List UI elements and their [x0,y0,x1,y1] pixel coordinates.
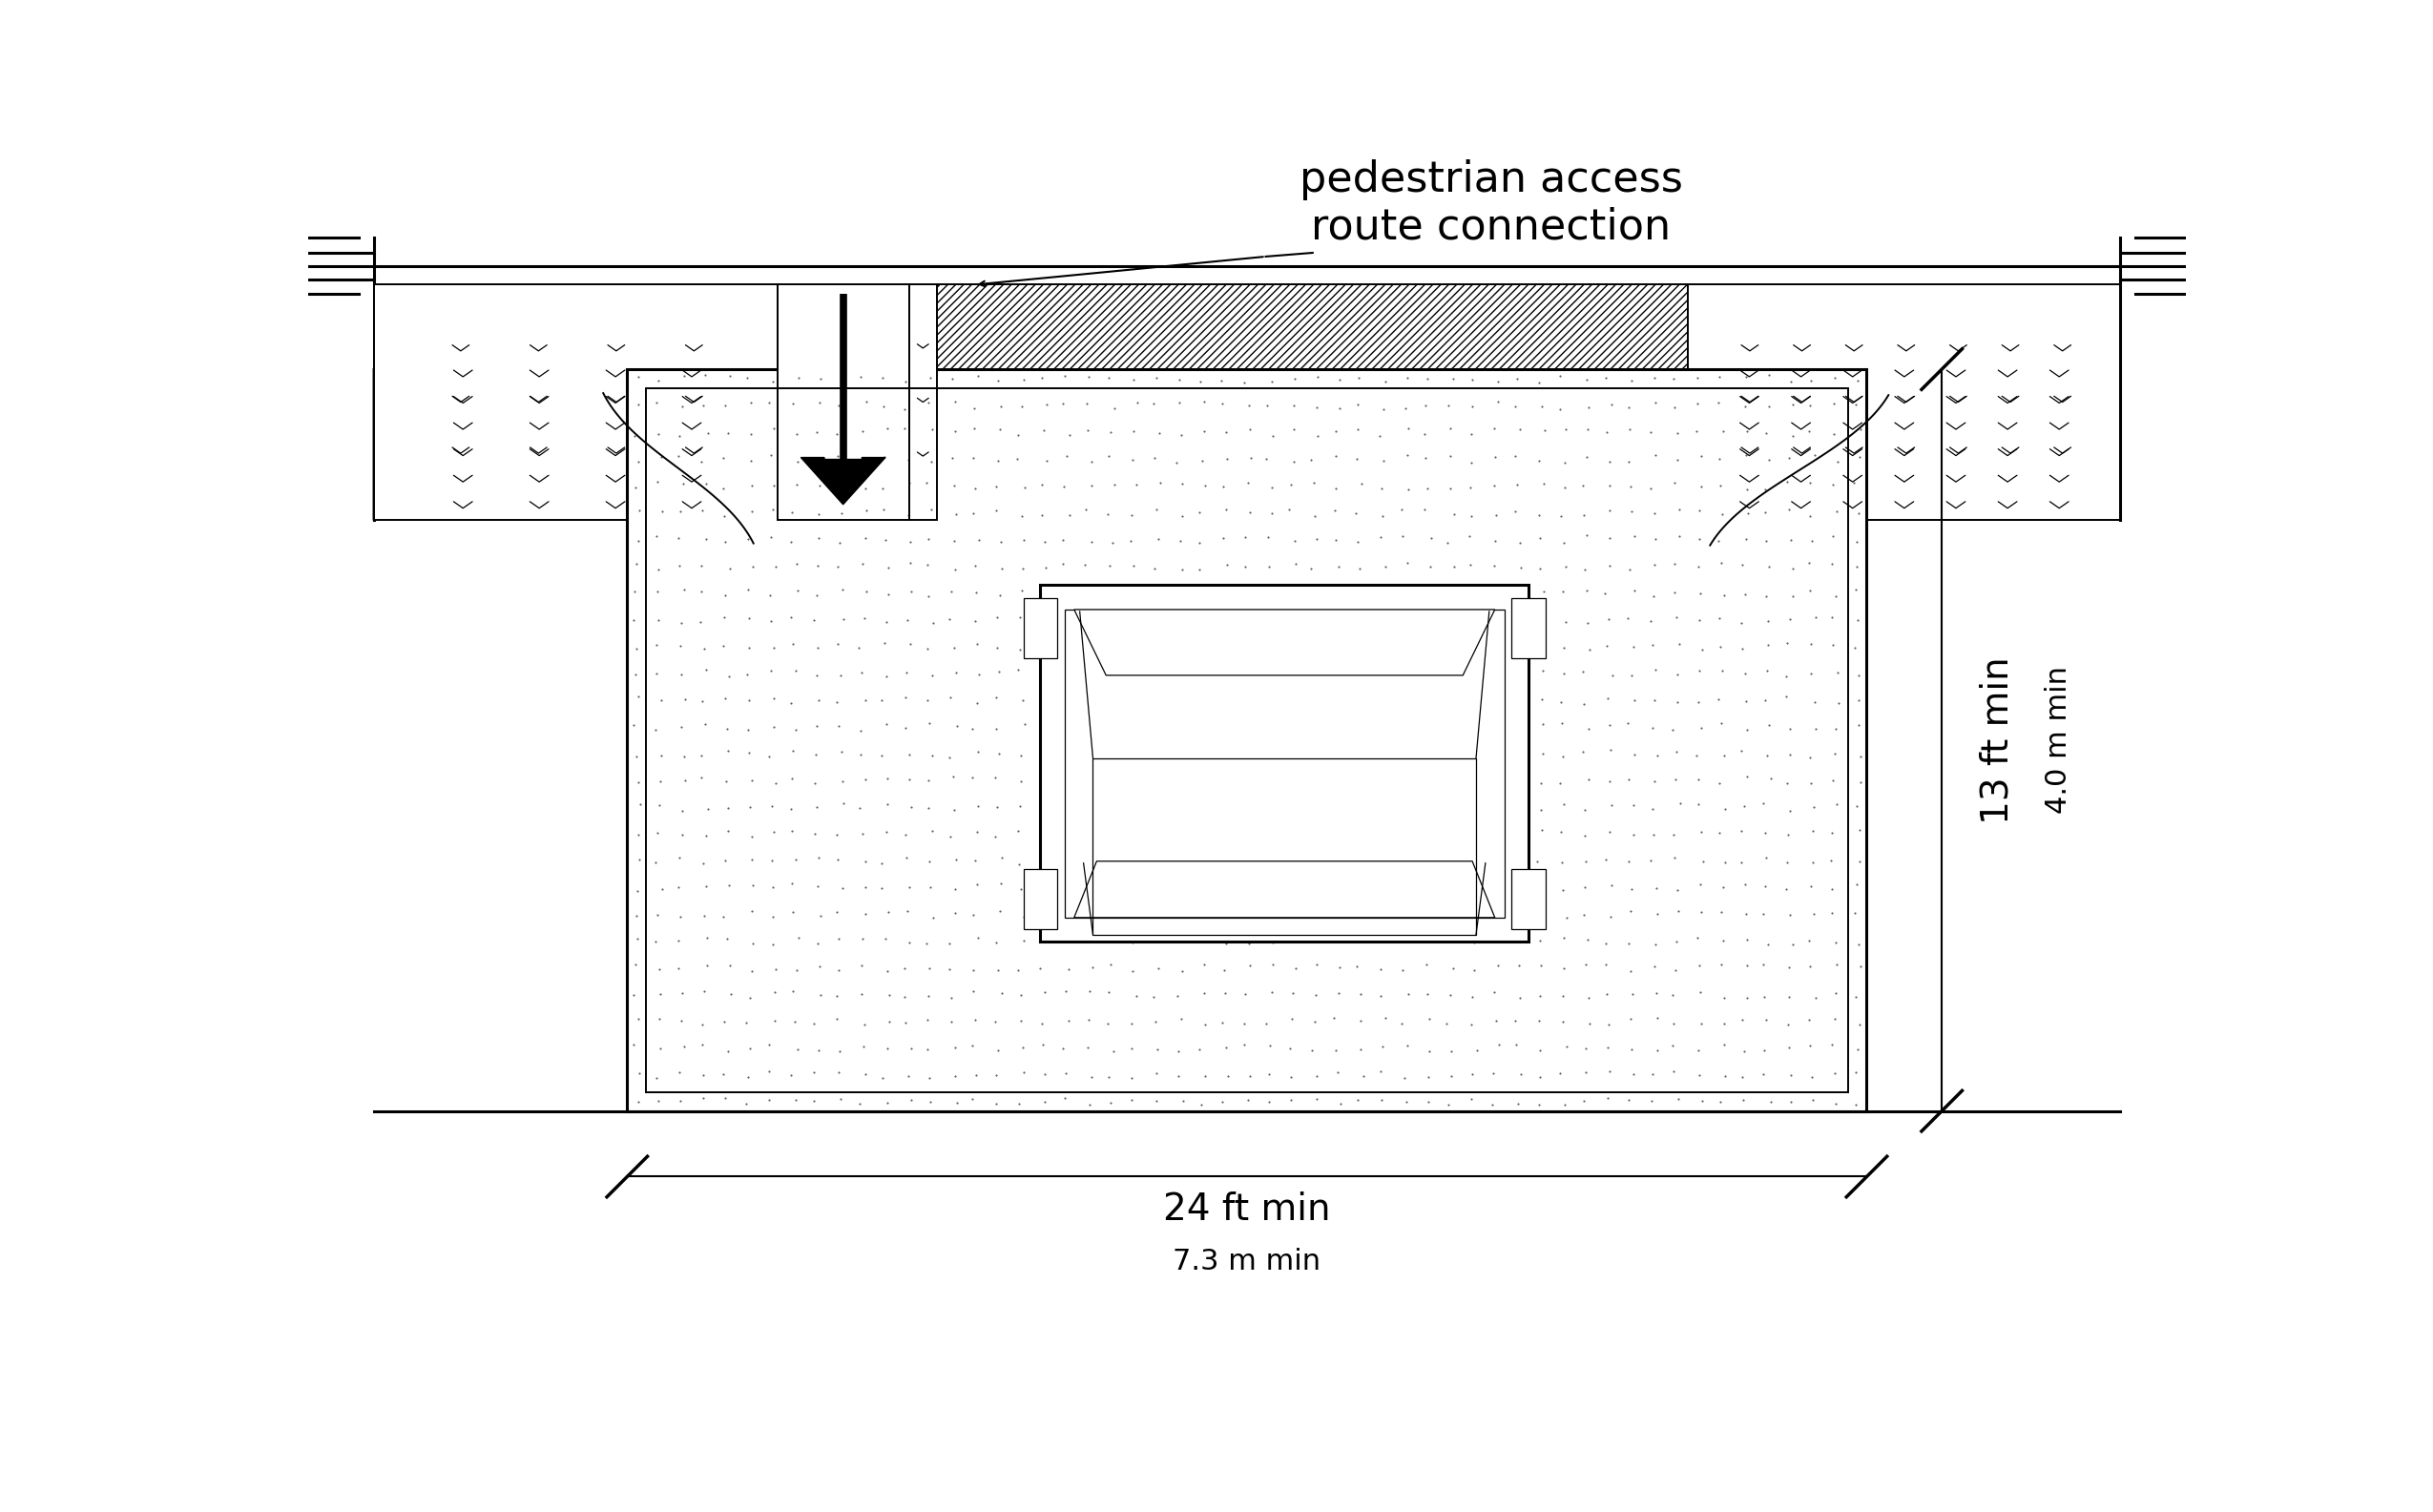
Text: 7.3 m min: 7.3 m min [1173,1247,1321,1276]
Bar [1024,599,1058,658]
Bar [1689,284,2119,520]
Text: 13 ft min: 13 ft min [1980,656,2015,824]
Bar [375,284,779,520]
FancyArrow shape [800,458,886,505]
Bar [1511,869,1545,928]
Bar [645,389,1849,1092]
Bar [910,284,937,520]
Bar [628,369,1866,1111]
Bar [1511,599,1545,658]
Bar [1024,869,1058,928]
Polygon shape [1073,609,1494,676]
Polygon shape [1073,862,1494,918]
Bar [937,284,1689,520]
Bar [1041,585,1528,942]
Text: pedestrian access: pedestrian access [1299,159,1684,200]
Bar [779,284,910,520]
Text: 24 ft min: 24 ft min [1163,1191,1331,1228]
Bar [1066,609,1504,918]
Polygon shape [375,369,779,520]
Polygon shape [1689,369,2119,520]
Bar [1092,758,1477,934]
Text: route connection: route connection [1311,206,1671,246]
Text: 4.0 m min: 4.0 m min [2046,667,2073,813]
